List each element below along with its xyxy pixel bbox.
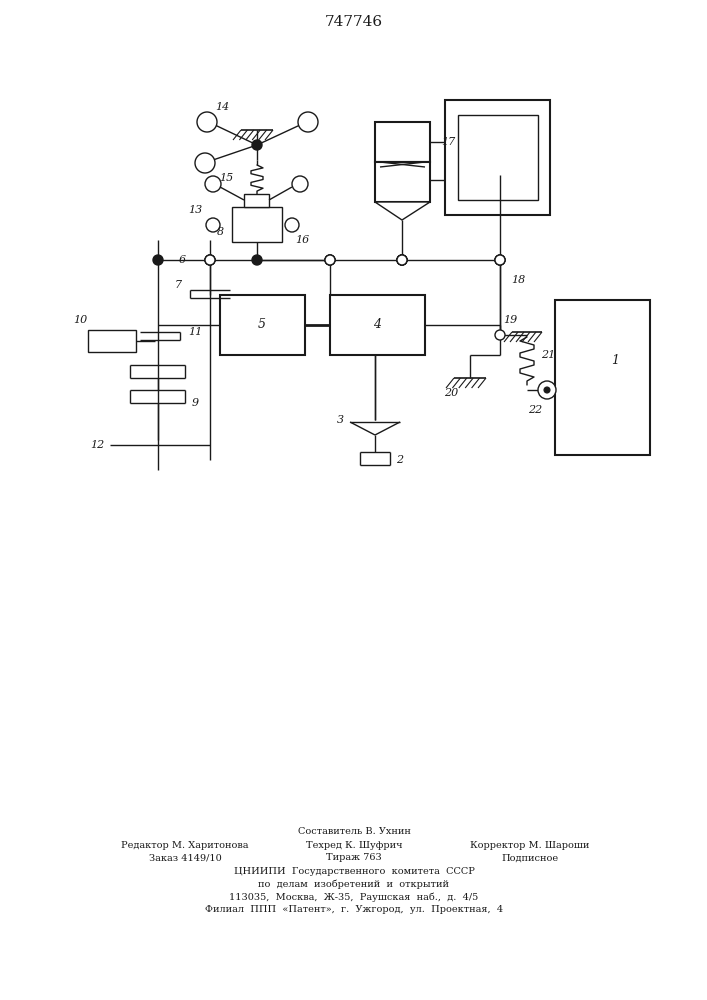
- Text: 2: 2: [397, 455, 404, 465]
- Text: 22: 22: [528, 405, 542, 415]
- Circle shape: [397, 255, 407, 265]
- Text: Составитель В. Ухнин: Составитель В. Ухнин: [298, 828, 411, 836]
- Bar: [88, 330, 136, 352]
- Circle shape: [325, 255, 335, 265]
- Bar: [375, 122, 430, 162]
- Circle shape: [205, 255, 215, 265]
- Circle shape: [153, 255, 163, 265]
- Bar: [375, 162, 430, 202]
- Circle shape: [298, 112, 318, 132]
- Text: 16: 16: [295, 235, 309, 245]
- Circle shape: [292, 176, 308, 192]
- Bar: [220, 295, 305, 355]
- Bar: [232, 207, 282, 242]
- Text: по  делам  изобретений  и  открытий: по делам изобретений и открытий: [259, 879, 450, 889]
- Text: Корректор М. Шароши: Корректор М. Шароши: [470, 840, 590, 850]
- Circle shape: [205, 255, 215, 265]
- Text: ЦНИИПИ  Государственного  комитета  СССР: ЦНИИПИ Государственного комитета СССР: [233, 866, 474, 876]
- Text: Заказ 4149/10: Заказ 4149/10: [148, 854, 221, 862]
- Circle shape: [544, 387, 550, 393]
- Text: 6: 6: [178, 255, 185, 265]
- Circle shape: [397, 255, 407, 265]
- Circle shape: [285, 218, 299, 232]
- Text: 9: 9: [192, 398, 199, 408]
- Circle shape: [205, 176, 221, 192]
- Text: 7: 7: [175, 280, 182, 290]
- Bar: [244, 194, 269, 207]
- Text: 14: 14: [215, 102, 229, 112]
- Circle shape: [205, 255, 215, 265]
- Text: 15: 15: [219, 173, 233, 183]
- Text: 747746: 747746: [325, 15, 383, 29]
- Text: Тираж 763: Тираж 763: [326, 854, 382, 862]
- Bar: [458, 115, 538, 200]
- Text: Филиал  ППП  «Патент»,  г.  Ужгород,  ул.  Проектная,  4: Филиал ППП «Патент», г. Ужгород, ул. Про…: [205, 906, 503, 914]
- Circle shape: [252, 255, 262, 265]
- Circle shape: [495, 255, 505, 265]
- Text: Подписное: Подписное: [501, 854, 559, 862]
- Text: 20: 20: [444, 388, 458, 398]
- Bar: [330, 295, 425, 355]
- Text: 113035,  Москва,  Ж-35,  Раушская  наб.,  д.  4/5: 113035, Москва, Ж-35, Раушская наб., д. …: [229, 892, 479, 902]
- Text: 12: 12: [90, 440, 104, 450]
- Text: 4: 4: [373, 318, 381, 332]
- Text: 19: 19: [503, 315, 517, 325]
- Circle shape: [538, 381, 556, 399]
- Text: 18: 18: [511, 275, 525, 285]
- Text: 5: 5: [258, 318, 266, 332]
- Circle shape: [252, 255, 262, 265]
- Circle shape: [197, 112, 217, 132]
- Text: Редактор М. Харитонова: Редактор М. Харитонова: [121, 840, 249, 850]
- Circle shape: [397, 255, 407, 265]
- Text: 3: 3: [337, 415, 344, 425]
- Polygon shape: [375, 202, 430, 220]
- Circle shape: [153, 255, 163, 265]
- Circle shape: [397, 255, 407, 265]
- Text: 21: 21: [541, 350, 555, 360]
- Text: 13: 13: [188, 205, 202, 215]
- Text: 17: 17: [441, 137, 455, 147]
- Text: 10: 10: [73, 315, 87, 325]
- Circle shape: [495, 330, 505, 340]
- Circle shape: [195, 153, 215, 173]
- Circle shape: [495, 255, 505, 265]
- Text: 8: 8: [216, 227, 223, 237]
- Bar: [555, 300, 650, 455]
- Bar: [445, 100, 550, 215]
- Text: Техред К. Шуфрич: Техред К. Шуфрич: [305, 840, 402, 850]
- Text: 1: 1: [611, 354, 619, 366]
- Circle shape: [252, 140, 262, 150]
- Text: 11: 11: [188, 327, 202, 337]
- Circle shape: [325, 255, 335, 265]
- Circle shape: [325, 255, 335, 265]
- Circle shape: [495, 255, 505, 265]
- Circle shape: [206, 218, 220, 232]
